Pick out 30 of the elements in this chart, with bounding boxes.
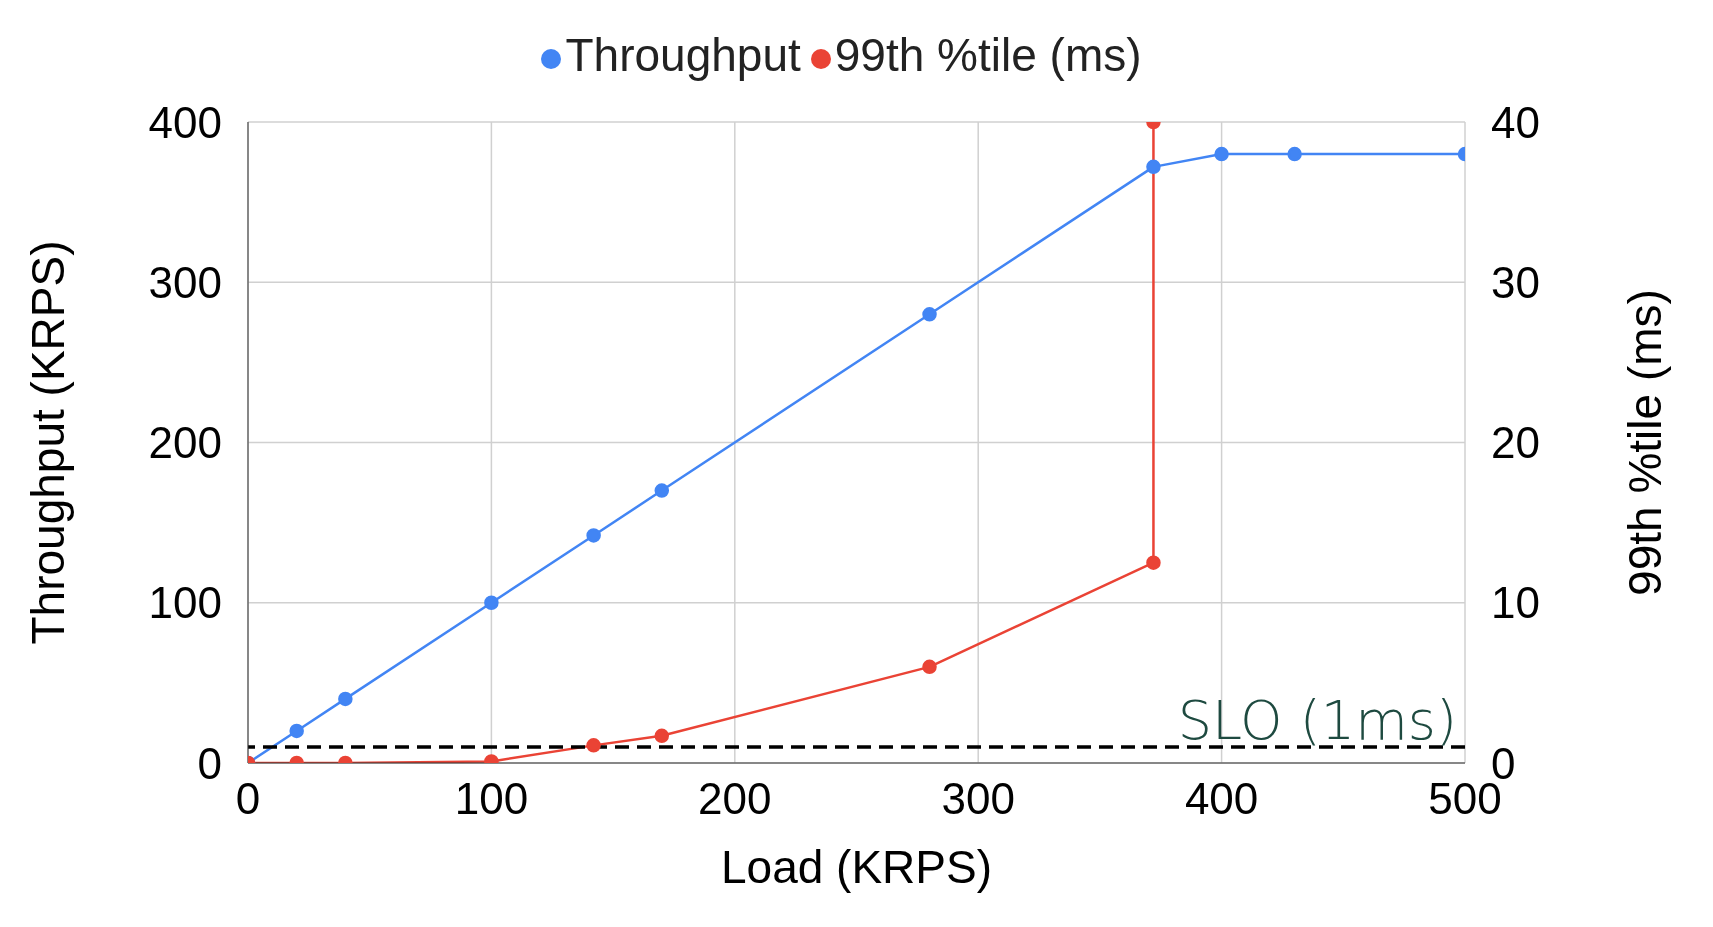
y2-tick-label: 20 [1491, 418, 1540, 468]
x-tick-label: 200 [698, 774, 772, 824]
y-tick-label: 400 [148, 97, 222, 147]
y-tick-label: 100 [148, 578, 222, 628]
y2-tick-label: 30 [1491, 257, 1540, 307]
point [1146, 159, 1161, 175]
x-tick-label: 300 [941, 774, 1015, 824]
point [484, 595, 499, 610]
point [654, 483, 670, 498]
x-tick-label: 400 [1184, 774, 1259, 824]
point [338, 691, 353, 707]
point [1146, 555, 1161, 570]
legend-label: 99th %tile (ms) [834, 29, 1142, 81]
ref-line-label: SLO (1ms) [1177, 688, 1457, 752]
point [1214, 146, 1229, 162]
point [289, 723, 304, 739]
y-tick-label: 0 [197, 738, 222, 788]
x-tick-label: 100 [454, 774, 529, 824]
x-axis-title: Load (KRPS) [720, 841, 993, 893]
point [1287, 146, 1302, 162]
y2-tick-label: 40 [1491, 97, 1540, 147]
point [922, 307, 937, 322]
y2-axis-title: 99th %tile (ms) [1619, 289, 1672, 596]
y-tick-label: 200 [148, 418, 222, 468]
x-tick-label: 0 [235, 774, 261, 824]
y-tick-label: 300 [148, 257, 222, 307]
y2-tick-label: 10 [1491, 578, 1540, 628]
legend-label: Throughput [565, 29, 801, 81]
point [586, 528, 601, 543]
y-axis-title: Throughput (KRPS) [22, 240, 75, 645]
